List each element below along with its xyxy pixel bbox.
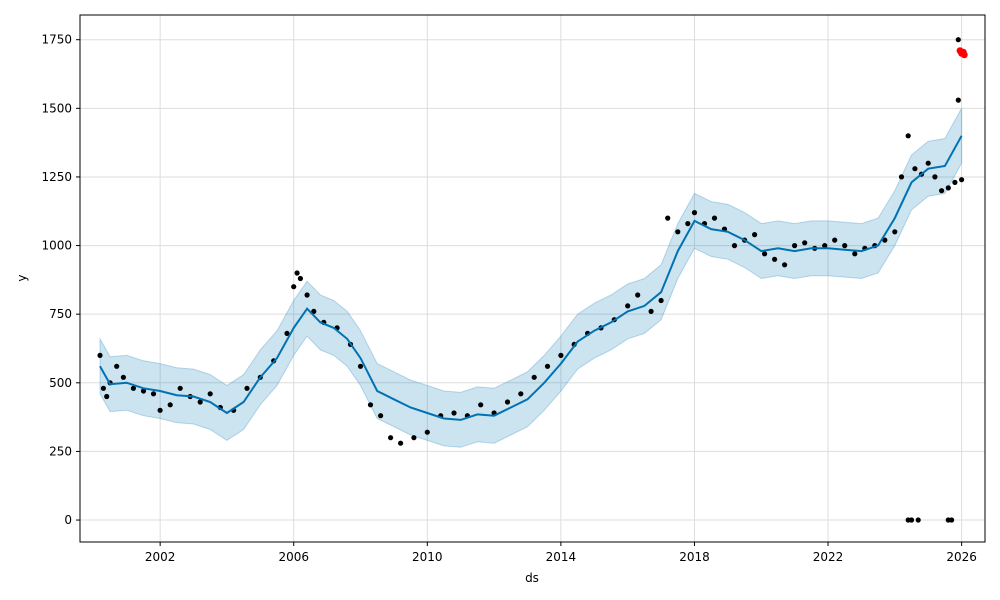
observed-point [832,237,838,243]
observed-point [782,262,788,268]
x-tick-label: 2018 [679,550,710,564]
observed-point [451,410,457,416]
observed-point [367,402,374,408]
observed-point [140,388,147,394]
observed-point [244,385,250,391]
y-tick-label: 1500 [41,101,72,115]
observed-point [762,251,768,257]
observed-point [658,297,664,304]
x-tick-label: 2014 [546,550,577,564]
y-tick-label: 1750 [41,33,72,47]
observed-point [898,174,905,180]
y-tick-label: 1000 [41,239,72,253]
y-tick-label: 750 [49,307,72,321]
x-tick-label: 2002 [145,550,176,564]
observed-point [711,215,718,221]
observed-point [104,393,110,400]
observed-point [504,399,511,405]
observed-point [959,177,965,183]
outlier-point [949,517,955,523]
uncertainty-interval-band [99,108,963,448]
observed-point [284,330,290,336]
observed-point [130,385,136,391]
observed-point [388,435,394,441]
highlight-points [956,47,968,59]
observed-points [97,37,965,523]
outlier-point [955,37,961,43]
observed-point [625,303,631,309]
observed-point [357,363,364,369]
observed-point [772,256,778,262]
observed-point [842,243,848,249]
x-axis-label: ds [525,571,539,585]
outlier-point [915,517,921,523]
observed-point [925,160,931,166]
observed-point [207,391,213,397]
highlight-point [960,51,968,59]
observed-point [822,243,828,249]
y-tick-label: 0 [64,513,72,527]
observed-point [752,232,758,238]
observed-point [518,391,524,397]
observed-point [424,429,430,435]
outlier-point [908,517,915,523]
x-axis: 2002 2006 2010 2014 2018 2022 2026 [145,542,977,564]
y-tick-label: 500 [49,376,72,390]
observed-point [478,402,484,408]
observed-point [97,352,103,358]
observed-point [731,243,738,249]
observed-point [411,435,417,441]
observed-point [294,270,300,276]
x-tick-label: 2022 [813,550,844,564]
observed-point [912,166,918,172]
observed-point [398,440,404,446]
outlier-point [955,97,961,103]
observed-point [952,179,958,185]
observed-point [120,374,126,380]
observed-point [544,363,551,369]
observed-point [304,292,310,298]
observed-point [685,221,691,227]
grid-lines [80,15,985,542]
observed-point [939,188,945,194]
observed-point [905,133,911,139]
observed-point [792,243,798,249]
y-tick-label: 250 [49,444,72,458]
observed-point [932,174,938,180]
observed-point [635,292,641,298]
observed-point [892,229,898,235]
observed-point [167,402,173,408]
observed-point [691,210,698,216]
y-axis-label: y [15,274,29,281]
observed-point [802,240,808,246]
observed-point [665,215,671,221]
observed-point [311,308,317,314]
observed-point [648,308,654,314]
observed-point [100,385,106,391]
observed-point [177,385,183,391]
x-tick-label: 2026 [946,550,977,564]
observed-point [150,391,157,397]
observed-point [157,407,163,413]
observed-point [291,284,297,290]
observed-point [378,413,384,419]
observed-point [114,363,120,369]
observed-point [945,185,951,191]
observed-point [852,251,858,257]
x-tick-label: 2006 [278,550,309,564]
forecast-line [99,135,963,421]
y-axis: 0 250 500 750 1000 1250 1500 1750 [41,33,80,527]
observed-point [531,374,537,380]
observed-point [675,229,681,235]
plot-frame [79,14,986,543]
observed-point [297,275,303,282]
observed-point [882,237,888,243]
observed-point [197,399,203,405]
y-tick-label: 1250 [41,170,72,184]
observed-point [558,352,564,358]
x-tick-label: 2010 [412,550,443,564]
